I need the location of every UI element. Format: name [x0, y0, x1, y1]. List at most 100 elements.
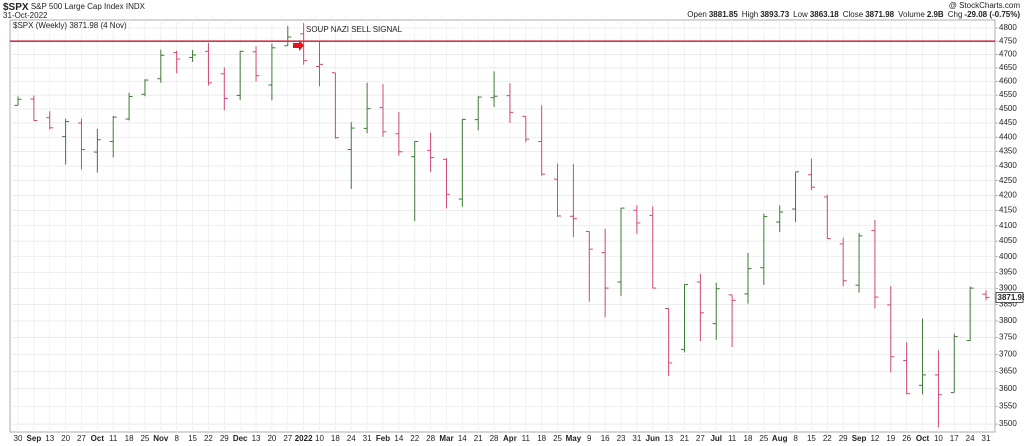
x-tick-label: Oct — [916, 434, 930, 443]
x-tick-label: Aug — [772, 434, 788, 443]
x-tick-label: 13 — [45, 434, 54, 443]
y-tick-label: 3950 — [999, 268, 1017, 277]
info-value: 2.9B — [927, 10, 944, 19]
x-tick-label: 18 — [125, 434, 134, 443]
y-tick-label: 4200 — [999, 191, 1017, 200]
quote-info: Open 3881.85 High 3893.73 Low 3863.18 Close 387… — [687, 10, 1020, 19]
x-tick-label: 18 — [331, 434, 340, 443]
x-tick-label: 25 — [553, 434, 562, 443]
x-tick-label: 20 — [267, 434, 276, 443]
x-tick-label: 13 — [252, 434, 261, 443]
x-tick-label: 18 — [537, 434, 546, 443]
x-tick-label: Sep — [27, 434, 42, 443]
x-tick-label: 19 — [886, 434, 895, 443]
y-tick-label: 4150 — [999, 206, 1017, 215]
x-tick-label: 21 — [474, 434, 483, 443]
info-label: Chg — [948, 10, 963, 19]
x-tick-label: 15 — [807, 434, 816, 443]
source: @ StockCharts.com — [949, 1, 1021, 10]
x-tick-label: 18 — [744, 434, 753, 443]
x-tick-label: 8 — [174, 434, 179, 443]
x-tick-label: 23 — [617, 434, 626, 443]
annotation: SOUP NAZI SELL SIGNAL — [306, 25, 403, 34]
x-tick-label: Jun — [646, 434, 660, 443]
x-tick-label: 14 — [394, 434, 403, 443]
x-tick-label: 9 — [587, 434, 592, 443]
x-tick-label: 22 — [823, 434, 832, 443]
x-tick-label: 27 — [283, 434, 292, 443]
x-tick-label: 21 — [680, 434, 689, 443]
info-value: 3893.73 — [760, 10, 789, 19]
x-tick-label: Apr — [503, 434, 517, 443]
x-tick-label: 16 — [601, 434, 610, 443]
x-tick-label: 11 — [522, 434, 531, 443]
info-label: High — [742, 10, 758, 19]
y-tick-label: 4350 — [999, 147, 1017, 156]
y-tick-label: 4500 — [999, 104, 1017, 113]
y-tick-label: 3500 — [999, 419, 1017, 428]
x-tick-label: Mar — [439, 434, 453, 443]
x-tick-label: Dec — [233, 434, 248, 443]
legend: $SPX (Weekly) 3871.98 (4 Nov) — [13, 21, 127, 30]
x-tick-label: Nov — [153, 434, 169, 443]
signal-arrow — [293, 40, 304, 51]
y-tick-label: 4450 — [999, 118, 1017, 127]
y-tick-label: 4050 — [999, 236, 1017, 245]
x-tick-label: 24 — [347, 434, 356, 443]
info-value: -29.08 (-0.75%) — [964, 10, 1020, 19]
y-tick-label: 4650 — [999, 63, 1017, 72]
x-tick-label: 29 — [839, 434, 848, 443]
y-tick-label: 4750 — [999, 36, 1017, 45]
y-tick-label: 3700 — [999, 350, 1017, 359]
info-label: Volume — [898, 10, 925, 19]
y-tick-label: 3600 — [999, 384, 1017, 393]
x-tick-label: 30 — [14, 434, 23, 443]
x-tick-label: 28 — [490, 434, 499, 443]
x-tick-label: May — [566, 434, 582, 443]
y-tick-label: 4700 — [999, 50, 1017, 59]
x-tick-label: 15 — [188, 434, 197, 443]
x-tick-label: 22 — [410, 434, 419, 443]
y-tick-label: 4550 — [999, 90, 1017, 99]
y-tick-label: 4100 — [999, 221, 1017, 230]
info-value: 3871.98 — [865, 10, 894, 19]
last-value-label: 3871.98 — [998, 293, 1024, 302]
x-tick-label: 28 — [426, 434, 435, 443]
chart-header: $SPX S&P 500 Large Cap Index INDX — [3, 2, 146, 13]
y-tick-label: 3650 — [999, 367, 1017, 376]
x-tick-label: Feb — [376, 434, 390, 443]
x-tick-label: 25 — [140, 434, 149, 443]
y-tick-label: 4250 — [999, 176, 1017, 185]
x-tick-label: 26 — [902, 434, 911, 443]
y-tick-label: 3750 — [999, 333, 1017, 342]
exchange: INDX — [126, 2, 146, 11]
last-value-box — [995, 292, 1024, 303]
y-tick-label: 4600 — [999, 77, 1017, 86]
x-tick-label: 14 — [458, 434, 467, 443]
x-tick-label: 24 — [966, 434, 975, 443]
x-tick-label: 31 — [363, 434, 372, 443]
x-tick-label: 20 — [61, 434, 70, 443]
info-value: 3863.18 — [810, 10, 839, 19]
subtitle: S&P 500 Large Cap Index — [31, 2, 124, 11]
x-tick-label: 31 — [632, 434, 641, 443]
x-tick-label: 2022 — [295, 434, 313, 443]
x-tick-label: Oct — [91, 434, 105, 443]
x-tick-label: 10 — [934, 434, 943, 443]
x-tick-label: 29 — [220, 434, 229, 443]
x-tick-label: 11 — [109, 434, 118, 443]
x-tick-label: 27 — [696, 434, 705, 443]
y-tick-label: 3550 — [999, 401, 1017, 410]
x-tick-label: 13 — [664, 434, 673, 443]
y-tick-label: 3800 — [999, 316, 1017, 325]
info-label: Open — [687, 10, 707, 19]
x-tick-label: 22 — [204, 434, 213, 443]
x-tick-label: 25 — [759, 434, 768, 443]
x-tick-label: Sep — [852, 434, 867, 443]
info-label: Low — [793, 10, 808, 19]
y-tick-label: 4800 — [999, 23, 1017, 32]
info-label: Close — [843, 10, 864, 19]
y-tick-label: 4400 — [999, 132, 1017, 141]
